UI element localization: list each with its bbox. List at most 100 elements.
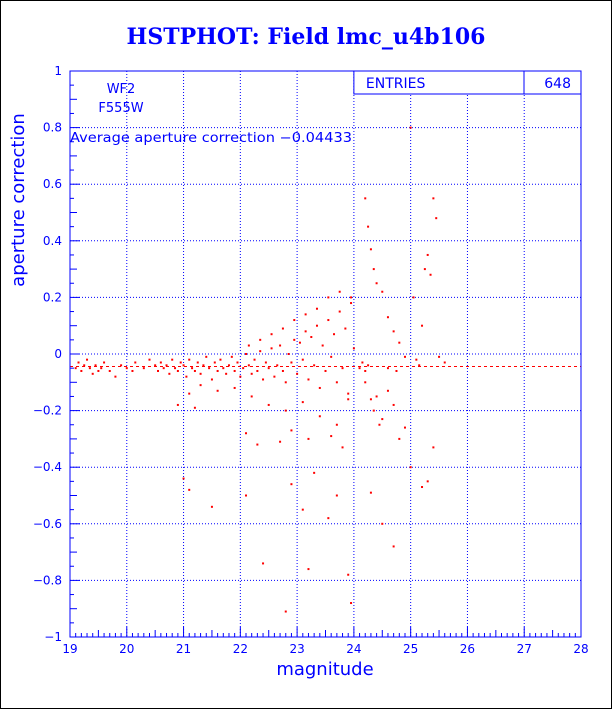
data-point: [80, 369, 83, 372]
data-point: [364, 381, 367, 384]
data-point: [284, 610, 287, 613]
data-point: [327, 517, 330, 520]
data-point: [409, 466, 412, 469]
data-point: [185, 375, 188, 378]
data-point: [236, 361, 239, 364]
data-point: [304, 313, 307, 316]
data-point: [225, 372, 228, 375]
data-point: [247, 364, 250, 367]
data-point: [171, 358, 174, 361]
data-point: [381, 522, 384, 525]
data-point: [386, 367, 389, 370]
data-point: [114, 375, 117, 378]
data-point: [256, 369, 259, 372]
data-point: [91, 372, 94, 375]
data-point: [125, 367, 128, 370]
data-point: [219, 358, 222, 361]
data-point: [347, 573, 350, 576]
data-point: [438, 355, 441, 358]
data-point: [262, 378, 265, 381]
data-point: [176, 403, 179, 406]
data-point: [313, 471, 316, 474]
data-point: [74, 367, 77, 370]
data-point: [281, 369, 284, 372]
data-point: [267, 403, 270, 406]
x-axis-label: magnitude: [276, 659, 373, 680]
x-tick-label: 20: [119, 642, 134, 656]
data-point: [154, 364, 157, 367]
tick-labels: 19 20 21 22 23 24 25 26 27 28 −1 −0.8 −0.6 −0.4 −0.2 0 0…: [33, 64, 589, 656]
data-point: [262, 562, 265, 565]
data-point: [97, 369, 100, 372]
data-point: [276, 364, 279, 367]
data-point: [188, 392, 191, 395]
data-point: [358, 367, 361, 370]
data-point: [182, 477, 185, 480]
data-point: [307, 378, 310, 381]
data-point: [134, 361, 137, 364]
data-point: [335, 381, 338, 384]
data-point: [222, 367, 225, 370]
data-point: [330, 355, 333, 358]
data-point: [290, 429, 293, 432]
data-point: [350, 302, 353, 305]
data-point: [174, 367, 177, 370]
data-point: [284, 381, 287, 384]
data-point: [324, 369, 327, 372]
data-point: [369, 248, 372, 251]
y-tick-label: 0: [54, 347, 62, 361]
camera-label: WF2: [107, 82, 136, 97]
data-point: [233, 369, 236, 372]
data-point: [88, 367, 91, 370]
x-tick-label: 24: [346, 642, 361, 656]
data-point: [318, 386, 321, 389]
data-point: [165, 364, 168, 367]
data-point: [421, 324, 424, 327]
data-point: [233, 386, 236, 389]
data-point: [435, 217, 438, 220]
data-point: [304, 330, 307, 333]
data-point: [338, 310, 341, 313]
data-point: [369, 491, 372, 494]
data-point: [293, 319, 296, 322]
data-point: [301, 401, 304, 404]
data-point: [168, 372, 171, 375]
data-point: [432, 197, 435, 200]
data-point: [315, 324, 318, 327]
data-point: [330, 435, 333, 438]
data-point: [347, 398, 350, 401]
data-point: [108, 369, 111, 372]
data-point: [142, 367, 145, 370]
data-point: [403, 426, 406, 429]
data-point: [199, 384, 202, 387]
data-point: [327, 319, 330, 322]
data-point: [208, 367, 211, 370]
data-point: [227, 364, 230, 367]
data-point: [259, 338, 262, 341]
data-point: [256, 443, 259, 446]
data-point: [83, 364, 86, 367]
data-point: [361, 361, 364, 364]
data-point: [264, 361, 267, 364]
data-point: [216, 369, 219, 372]
data-point: [247, 344, 250, 347]
data-point: [279, 440, 282, 443]
data-point: [202, 364, 205, 367]
data-point: [392, 545, 395, 548]
data-point: [210, 378, 213, 381]
data-point: [415, 358, 418, 361]
data-point: [259, 350, 262, 353]
data-point: [301, 358, 304, 361]
data-point: [245, 432, 248, 435]
data-point: [378, 423, 381, 426]
average-correction-text: Average aperture correction −0.04433: [70, 131, 352, 146]
data-point: [432, 446, 435, 449]
data-point: [381, 290, 384, 293]
data-point: [426, 480, 429, 483]
stats-box: ENTRIES 648: [353, 70, 582, 95]
data-point: [335, 423, 338, 426]
data-point: [77, 361, 80, 364]
data-point: [191, 367, 194, 370]
data-point: [333, 333, 336, 336]
